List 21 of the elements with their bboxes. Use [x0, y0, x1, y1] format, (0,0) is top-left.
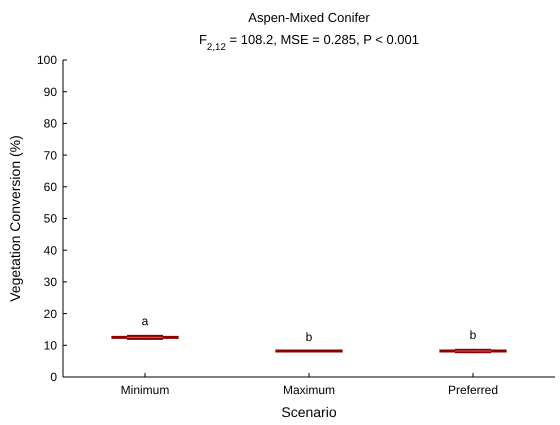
y-tick-label: 0	[50, 370, 58, 384]
x-tick-label: Maximum	[282, 383, 336, 397]
y-tick-label: 80	[44, 116, 58, 131]
x-axis-title: Scenario	[281, 404, 337, 420]
y-tick-label: 10	[44, 338, 58, 352]
y-tick-label: 40	[44, 243, 58, 258]
y-tick-label: 100	[36, 53, 58, 68]
y-tick-label: 70	[44, 148, 58, 162]
y-tick-label: 30	[44, 275, 58, 290]
chart-subtitle: F$_{2,12}$ = 108.2, MSE = 0.285, P < 0.001	[198, 32, 420, 52]
annotation: b	[470, 328, 477, 342]
y-tick-label: 60	[44, 180, 58, 194]
annotation: b	[306, 330, 313, 344]
y-tick-label: 20	[44, 306, 58, 321]
y-axis-title: Vegetation Conversion (%)	[7, 135, 23, 302]
x-tick-label: Minimum	[120, 383, 170, 397]
annotation: a	[142, 314, 149, 328]
chart-title: Aspen-Mixed Conifer	[248, 10, 370, 25]
x-tick-label: Preferred	[448, 383, 498, 397]
y-tick-label: 90	[44, 84, 58, 99]
y-tick-label: 50	[44, 212, 58, 226]
